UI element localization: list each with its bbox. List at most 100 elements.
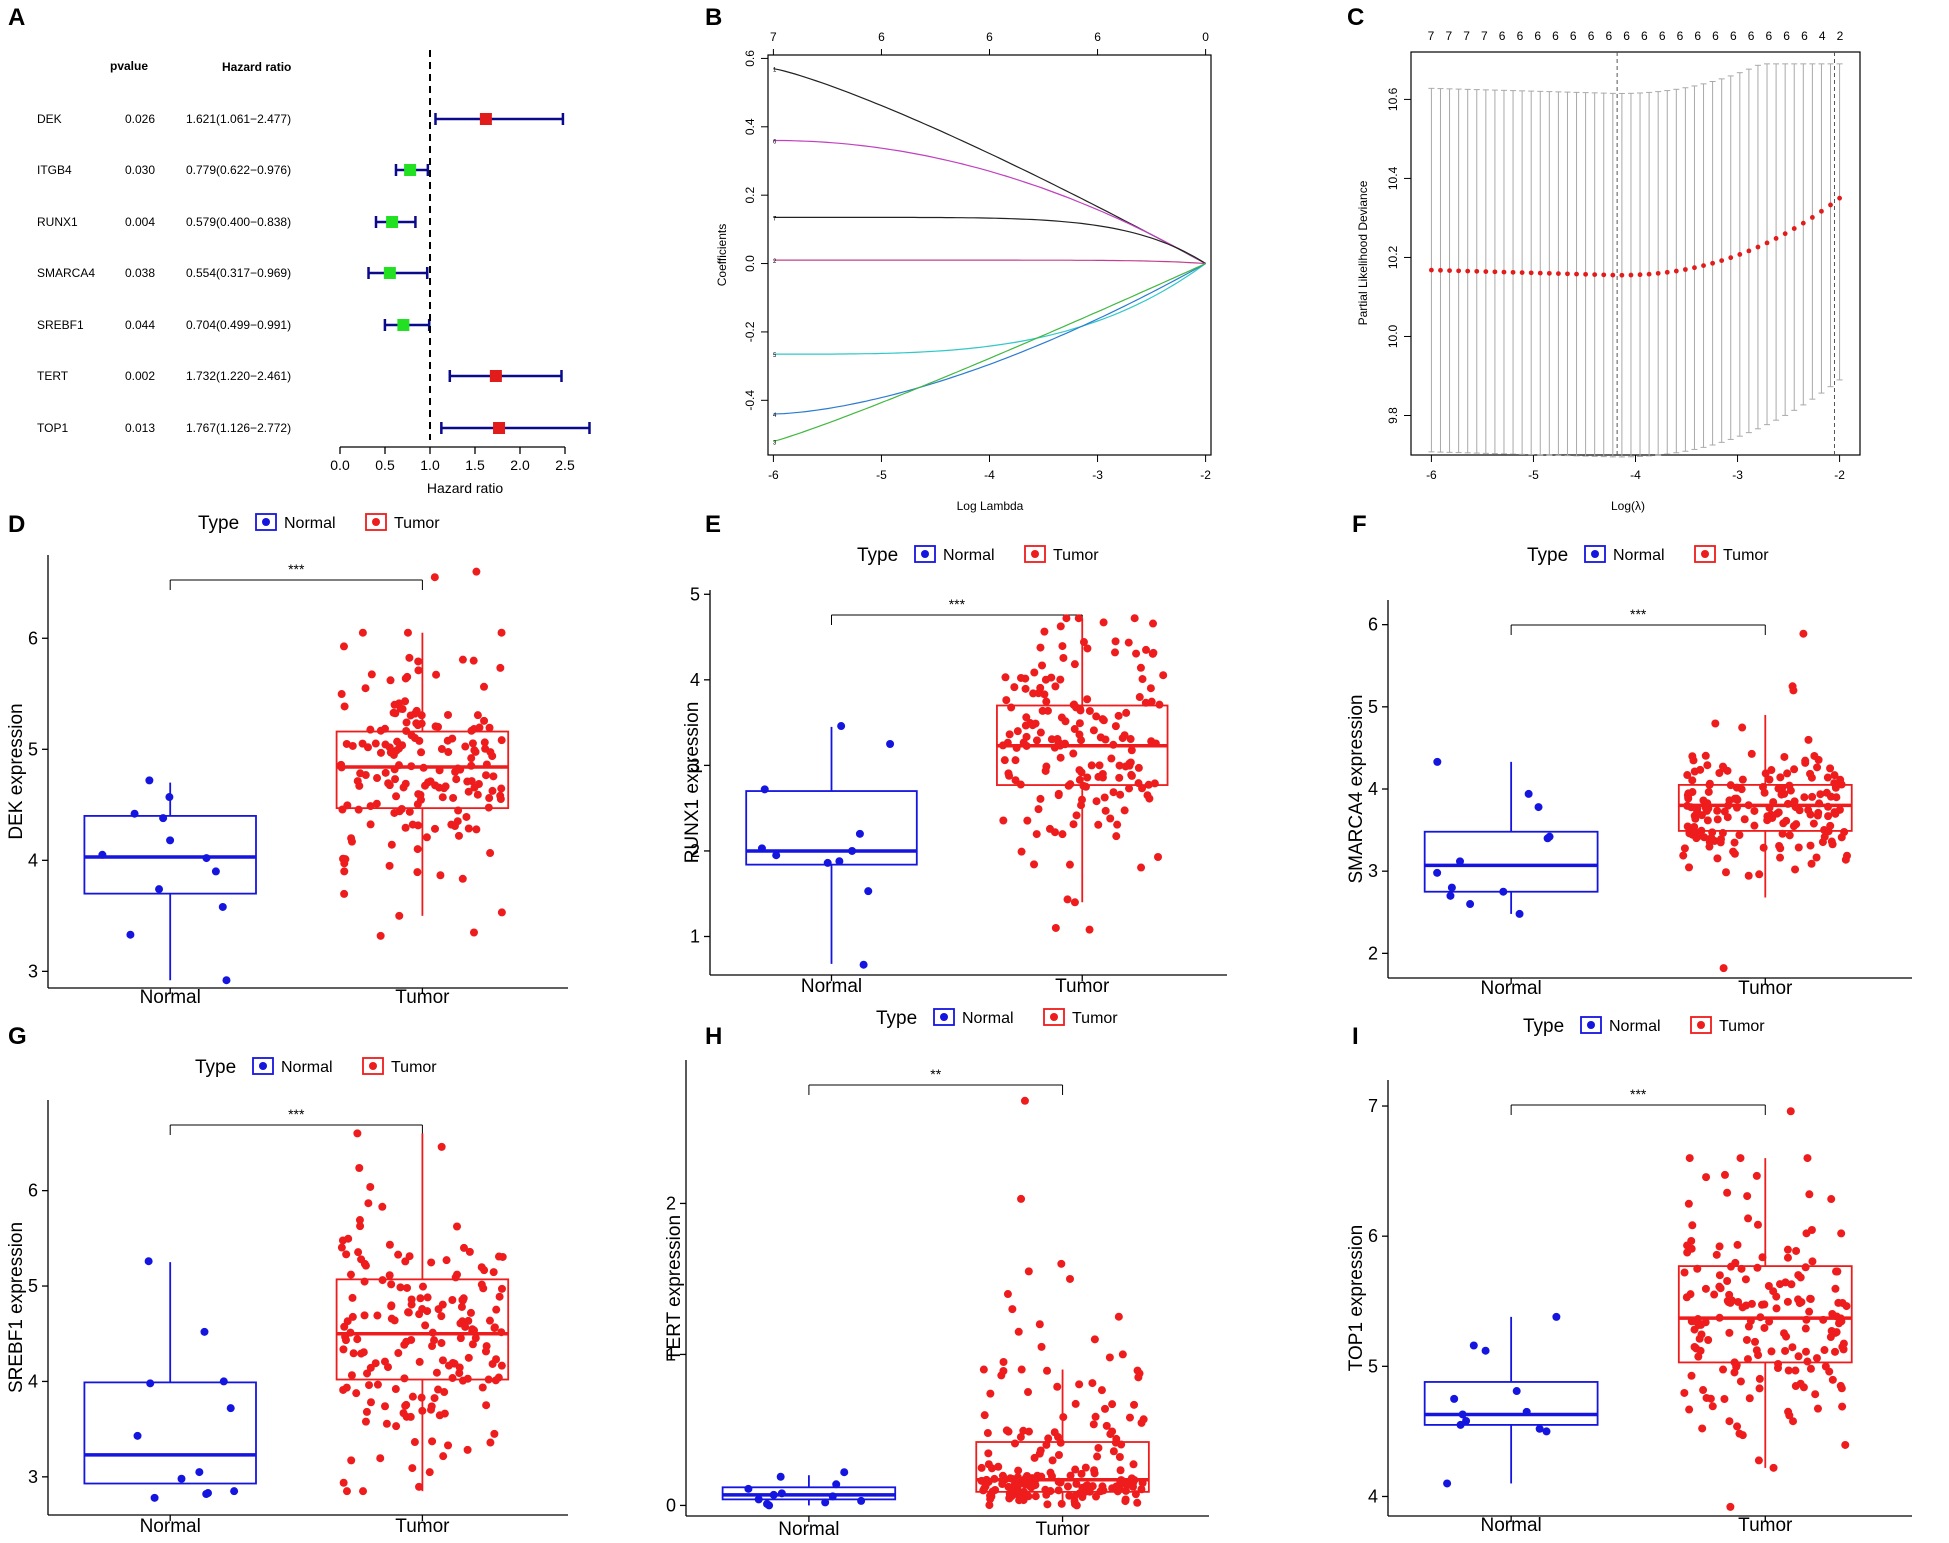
tumor-sample-point [1016, 1433, 1025, 1442]
tumor-sample-point [1124, 638, 1133, 647]
forest-hr-marker [489, 370, 502, 382]
tumor-sample-point [998, 741, 1007, 750]
tumor-sample-point [1032, 736, 1041, 745]
tumor-outlier-point [1065, 1274, 1074, 1283]
tumor-sample-point [1111, 722, 1120, 731]
tumor-sample-point [1685, 1405, 1694, 1414]
tumor-sample-point [1758, 1253, 1767, 1262]
tumor-sample-point [462, 812, 471, 821]
tumor-sample-point [392, 746, 401, 755]
tumor-sample-point [1769, 798, 1778, 807]
tumor-sample-point [1098, 773, 1107, 782]
tumor-sample-point [394, 1349, 403, 1358]
cv-x-tick-label: -3 [1732, 468, 1743, 482]
tumor-sample-point [437, 1312, 446, 1321]
top1-boxplot-panel: 4 5 6 7 Normal Tumor TOP1 expression Type Normal… [1346, 1016, 1912, 1536]
tumor-sample-point [1097, 1386, 1106, 1395]
forest-hr-text: 0.554(0.317−0.969) [186, 266, 291, 280]
tumor-sample-point [449, 793, 458, 802]
box-category-label: Tumor [395, 987, 450, 1008]
tumor-sample-point [1760, 1300, 1769, 1309]
tumor-sample-point [1107, 754, 1116, 763]
tumor-sample-point [1036, 643, 1045, 652]
tumor-sample-point [353, 1335, 362, 1344]
cv-deviance-point [1746, 248, 1752, 254]
tumor-sample-point [337, 1243, 346, 1252]
tumor-sample-point [464, 1353, 473, 1362]
tumor-sample-point [376, 1454, 385, 1463]
cv-deviance-point [1692, 265, 1697, 271]
tumor-sample-point [1081, 782, 1090, 791]
tumor-sample-point [406, 1412, 415, 1421]
tumor-sample-point [1139, 1415, 1148, 1424]
cv-deviance-point [1555, 271, 1561, 277]
tumor-sample-point [361, 1417, 370, 1426]
cv-deviance-point [1501, 269, 1507, 275]
tumor-sample-point [1836, 1381, 1845, 1390]
tumor-sample-point [484, 803, 493, 812]
tumor-sample-point [1085, 1487, 1094, 1496]
tumor-sample-point [1096, 733, 1105, 742]
tumor-sample-point [482, 760, 491, 769]
tumor-sample-point [1071, 1465, 1080, 1474]
tumor-sample-point [1801, 1347, 1810, 1356]
cv-top-count-label: 6 [1730, 29, 1737, 43]
tumor-outlier-point [430, 573, 439, 582]
tumor-sample-point [372, 799, 381, 808]
panel-letter-g: G [8, 1023, 27, 1050]
tumor-sample-point [1135, 1369, 1144, 1378]
tumor-sample-point [358, 628, 367, 637]
tumor-sample-point [1092, 1492, 1101, 1501]
legend-label: Normal [962, 1010, 1014, 1027]
tumor-sample-point [1688, 752, 1697, 761]
tumor-sample-point [1815, 799, 1824, 808]
box-y-tick-label: 1 [690, 927, 700, 947]
tumor-sample-point [1043, 706, 1052, 715]
normal-sample-point [133, 1431, 142, 1440]
lasso-plot-frame [767, 54, 1212, 456]
cv-top-count-label: 6 [1570, 29, 1577, 43]
forest-x-tick-label: 0.0 [330, 457, 350, 473]
tumor-outlier-point [1726, 1502, 1735, 1511]
tumor-sample-point [488, 752, 497, 761]
tumor-sample-point [494, 1373, 503, 1382]
tumor-sample-point [417, 719, 426, 728]
normal-sample-point [144, 1257, 153, 1266]
tumor-sample-point [1134, 779, 1143, 788]
smarca4-boxplot-panel: 2 3 4 5 6 Normal Tumor SMARCA4 expression Type No… [1346, 545, 1912, 999]
normal-sample-point [159, 814, 168, 823]
cv-top-count-label: 6 [1748, 29, 1755, 43]
tumor-sample-point [1014, 1466, 1023, 1475]
tumor-sample-point [358, 739, 367, 748]
cv-deviance-point [1764, 240, 1770, 246]
tumor-sample-point [1688, 776, 1697, 785]
cv-top-count-label: 6 [1552, 29, 1559, 43]
box-y-tick-label: 4 [1368, 779, 1378, 799]
tumor-sample-point [1754, 1456, 1763, 1465]
tumor-sample-point [1697, 1330, 1706, 1339]
tumor-sample-point [1716, 838, 1725, 847]
tumor-sample-point [1837, 1229, 1846, 1238]
normal-sample-point [204, 1489, 213, 1498]
forest-hr-marker [397, 319, 410, 331]
panel-letter-d: D [8, 511, 25, 538]
legend-key-box [365, 513, 387, 531]
normal-sample-point [165, 793, 174, 802]
normal-sample-point [1512, 1387, 1521, 1396]
lasso-y-tick-label: -0.4 [743, 390, 757, 411]
normal-sample-point [760, 785, 769, 794]
box-y-tick-label: 3 [690, 755, 700, 775]
normal-sample-point [1433, 868, 1442, 877]
tumor-sample-point [408, 820, 417, 829]
normal-sample-point [1443, 1479, 1452, 1488]
tumor-sample-point [485, 723, 494, 732]
tumor-sample-point [366, 725, 375, 734]
tumor-sample-point [387, 840, 396, 849]
tumor-sample-point [1149, 619, 1158, 628]
tumor-sample-point [1072, 1479, 1081, 1488]
tumor-sample-point [1744, 871, 1753, 880]
tumor-sample-point [1120, 731, 1129, 740]
tumor-sample-point [482, 1401, 491, 1410]
tumor-sample-point [1056, 622, 1065, 631]
cv-top-count-label: 7 [1428, 29, 1435, 43]
